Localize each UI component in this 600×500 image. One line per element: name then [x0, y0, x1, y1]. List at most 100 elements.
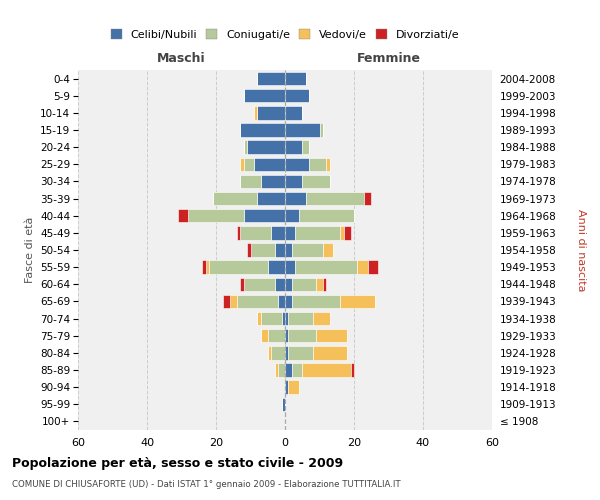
Bar: [285, 192, 306, 205]
Bar: [289, 329, 316, 342]
Bar: [278, 294, 285, 308]
Bar: [261, 174, 285, 188]
Bar: [344, 226, 350, 239]
Bar: [340, 294, 374, 308]
Text: COMUNE DI CHIUSAFORTE (UD) - Dati ISTAT 1° gennaio 2009 - Elaborazione TUTTITALI: COMUNE DI CHIUSAFORTE (UD) - Dati ISTAT …: [12, 480, 401, 489]
Bar: [244, 278, 275, 291]
Bar: [237, 226, 240, 239]
Bar: [240, 278, 244, 291]
Bar: [240, 174, 261, 188]
Bar: [302, 140, 309, 154]
Bar: [257, 72, 285, 86]
Bar: [247, 140, 285, 154]
Text: Maschi: Maschi: [157, 52, 206, 65]
Bar: [313, 346, 347, 360]
Bar: [212, 192, 257, 205]
Bar: [254, 106, 257, 120]
Bar: [302, 174, 330, 188]
Bar: [178, 209, 188, 222]
Bar: [285, 244, 292, 256]
Bar: [295, 260, 358, 274]
Bar: [206, 260, 209, 274]
Bar: [244, 140, 247, 154]
Bar: [285, 72, 306, 86]
Bar: [285, 106, 302, 120]
Bar: [316, 278, 323, 291]
Bar: [323, 244, 334, 256]
Bar: [275, 278, 285, 291]
Bar: [230, 294, 237, 308]
Bar: [316, 329, 347, 342]
Bar: [209, 260, 268, 274]
Bar: [285, 278, 292, 291]
Bar: [237, 294, 278, 308]
Bar: [313, 312, 330, 326]
Bar: [285, 89, 309, 102]
Bar: [268, 329, 285, 342]
Bar: [261, 329, 268, 342]
Bar: [292, 278, 316, 291]
Bar: [275, 244, 285, 256]
Bar: [202, 260, 206, 274]
Bar: [285, 124, 320, 136]
Y-axis label: Anni di nascita: Anni di nascita: [576, 209, 586, 291]
Y-axis label: Fasce di età: Fasce di età: [25, 217, 35, 283]
Bar: [257, 192, 285, 205]
Bar: [257, 312, 261, 326]
Bar: [240, 124, 285, 136]
Bar: [188, 209, 244, 222]
Bar: [285, 329, 289, 342]
Bar: [358, 260, 368, 274]
Bar: [350, 364, 354, 376]
Legend: Celibi/Nubili, Coniugati/e, Vedovi/e, Divorziati/e: Celibi/Nubili, Coniugati/e, Vedovi/e, Di…: [110, 29, 460, 40]
Bar: [285, 364, 292, 376]
Bar: [326, 158, 330, 171]
Bar: [240, 226, 271, 239]
Bar: [320, 124, 323, 136]
Bar: [285, 312, 289, 326]
Bar: [285, 158, 309, 171]
Bar: [275, 364, 278, 376]
Bar: [254, 158, 285, 171]
Bar: [285, 226, 295, 239]
Bar: [285, 174, 302, 188]
Bar: [251, 244, 275, 256]
Bar: [289, 380, 299, 394]
Bar: [285, 380, 289, 394]
Bar: [244, 209, 285, 222]
Bar: [302, 364, 350, 376]
Bar: [306, 192, 364, 205]
Bar: [292, 364, 302, 376]
Bar: [323, 278, 326, 291]
Bar: [364, 192, 371, 205]
Bar: [285, 140, 302, 154]
Bar: [285, 260, 295, 274]
Bar: [368, 260, 378, 274]
Bar: [223, 294, 230, 308]
Bar: [281, 312, 285, 326]
Text: Popolazione per età, sesso e stato civile - 2009: Popolazione per età, sesso e stato civil…: [12, 458, 343, 470]
Bar: [285, 294, 292, 308]
Bar: [268, 260, 285, 274]
Text: Femmine: Femmine: [356, 52, 421, 65]
Bar: [244, 89, 285, 102]
Bar: [281, 398, 285, 411]
Bar: [261, 312, 281, 326]
Bar: [292, 244, 323, 256]
Bar: [268, 346, 271, 360]
Bar: [289, 312, 313, 326]
Bar: [285, 346, 289, 360]
Bar: [257, 106, 285, 120]
Bar: [240, 158, 244, 171]
Bar: [244, 158, 254, 171]
Bar: [278, 364, 285, 376]
Bar: [295, 226, 340, 239]
Bar: [271, 226, 285, 239]
Bar: [340, 226, 344, 239]
Bar: [285, 209, 299, 222]
Bar: [289, 346, 313, 360]
Bar: [299, 209, 354, 222]
Bar: [292, 294, 340, 308]
Bar: [247, 244, 251, 256]
Bar: [271, 346, 285, 360]
